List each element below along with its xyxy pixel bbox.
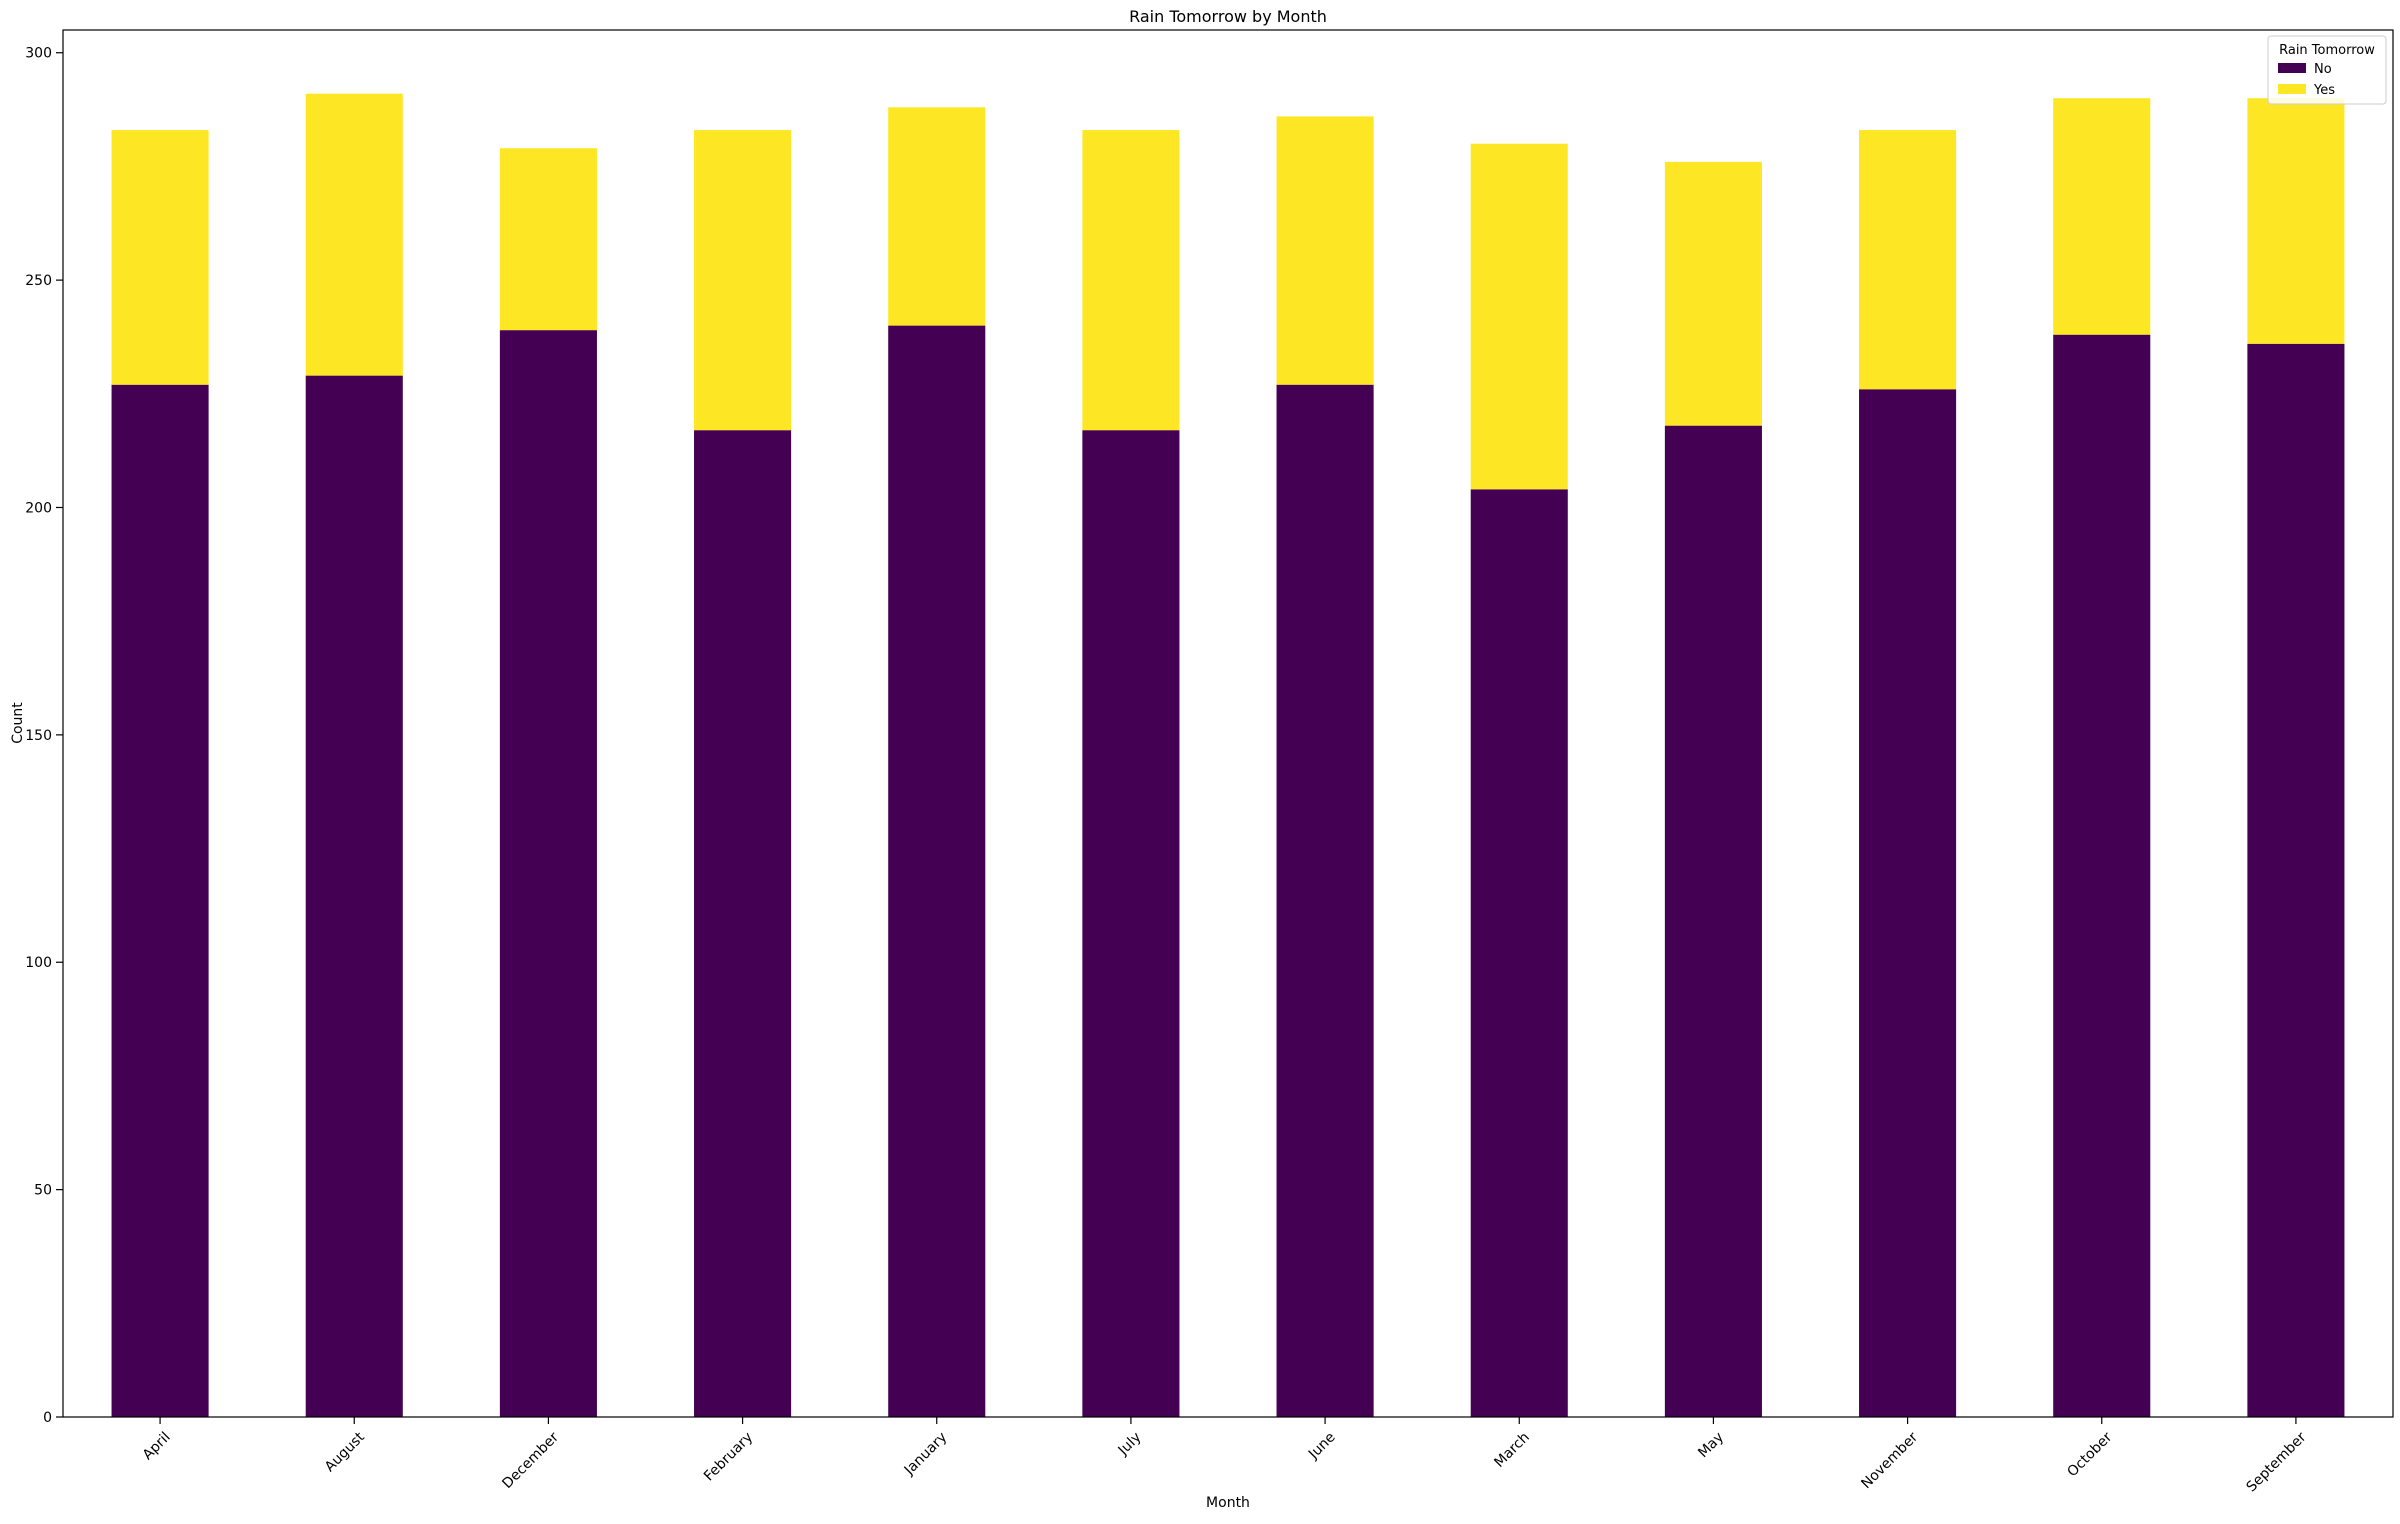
y-tick-label: 150 bbox=[25, 728, 52, 744]
x-axis: April August December February January July Ju… bbox=[140, 1417, 2310, 1495]
bar-december-no bbox=[499, 330, 597, 1417]
x-tick-label: May bbox=[1695, 1429, 1727, 1461]
legend-swatch-yes bbox=[2278, 84, 2306, 94]
bar-june-no bbox=[1276, 384, 1374, 1418]
x-tick-label: November bbox=[1858, 1429, 1921, 1492]
bar-september-yes bbox=[2247, 98, 2345, 344]
bar-august-yes bbox=[305, 93, 403, 376]
legend-label-no: No bbox=[2314, 62, 2332, 77]
bar-december-yes bbox=[499, 148, 597, 331]
bar-july-no bbox=[1082, 430, 1180, 1417]
bar-november-no bbox=[1859, 389, 1957, 1417]
x-tick-label: October bbox=[2064, 1429, 2115, 1480]
legend-swatch-no bbox=[2278, 63, 2306, 73]
bar-march-no bbox=[1470, 489, 1568, 1417]
y-tick-label: 250 bbox=[25, 273, 52, 289]
bar-january-no bbox=[888, 325, 986, 1418]
x-tick-label: January bbox=[901, 1429, 951, 1479]
bar-october-no bbox=[2053, 334, 2151, 1418]
legend: Rain Tomorrow No Yes bbox=[2267, 35, 2387, 105]
y-tick-label: 50 bbox=[34, 1183, 52, 1199]
y-tick-label: 200 bbox=[25, 500, 52, 516]
legend-title: Rain Tomorrow bbox=[2279, 43, 2375, 58]
bar-june-yes bbox=[1276, 116, 1374, 385]
bar-march-yes bbox=[1470, 143, 1568, 490]
y-axis: 0 50 100 150 200 250 300 bbox=[25, 46, 63, 1426]
x-tick-label: April bbox=[140, 1429, 174, 1463]
y-tick-label: 100 bbox=[25, 955, 52, 971]
y-tick-label: 0 bbox=[43, 1410, 52, 1426]
bar-may-no bbox=[1664, 425, 1762, 1417]
bar-february-yes bbox=[694, 130, 792, 431]
bar-may-yes bbox=[1664, 161, 1762, 426]
bars-layer bbox=[111, 93, 2345, 1418]
chart-title: Rain Tomorrow by Month bbox=[1129, 7, 1327, 26]
x-tick-label: March bbox=[1491, 1429, 1532, 1470]
bar-february-no bbox=[694, 430, 792, 1417]
bar-october-yes bbox=[2053, 98, 2151, 335]
x-tick-label: February bbox=[701, 1429, 756, 1484]
bar-april-yes bbox=[111, 130, 209, 385]
plot-frame bbox=[62, 29, 2394, 1418]
y-tick-label: 300 bbox=[25, 46, 52, 62]
bar-november-yes bbox=[1859, 130, 1957, 390]
x-tick-label: December bbox=[499, 1429, 562, 1492]
bar-august-no bbox=[305, 375, 403, 1417]
legend-label-yes: Yes bbox=[2313, 83, 2335, 98]
bar-april-no bbox=[111, 384, 209, 1418]
x-tick-label: August bbox=[322, 1429, 368, 1475]
bar-july-yes bbox=[1082, 130, 1180, 431]
bar-september-no bbox=[2247, 343, 2345, 1417]
x-tick-label: July bbox=[1115, 1429, 1145, 1459]
bar-january-yes bbox=[888, 107, 986, 326]
x-tick-label: September bbox=[2243, 1429, 2309, 1495]
y-axis-title: Count bbox=[10, 702, 26, 744]
x-tick-label: June bbox=[1305, 1429, 1339, 1463]
x-axis-title: Month bbox=[1206, 1495, 1250, 1511]
